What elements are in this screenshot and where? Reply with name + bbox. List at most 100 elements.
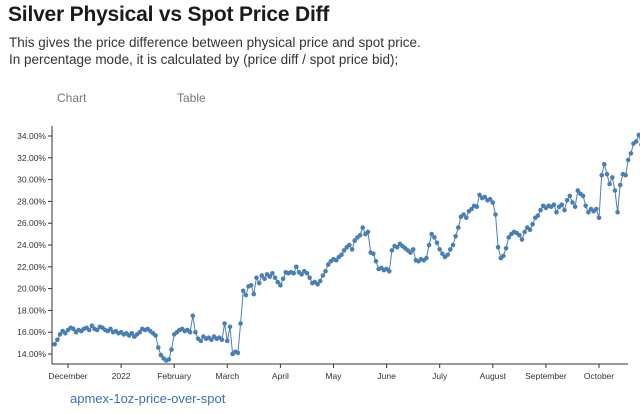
data-point[interactable] bbox=[424, 255, 429, 261]
series-legend-link[interactable]: apmex-1oz-price-over-spot bbox=[70, 391, 226, 406]
data-point[interactable] bbox=[580, 193, 586, 199]
data-point[interactable] bbox=[599, 172, 604, 178]
data-point[interactable] bbox=[193, 329, 198, 335]
data-point[interactable] bbox=[166, 357, 172, 362]
data-point[interactable] bbox=[527, 227, 533, 232]
data-point[interactable] bbox=[538, 207, 543, 213]
data-point[interactable] bbox=[636, 132, 640, 138]
data-point[interactable] bbox=[198, 338, 204, 344]
data-point[interactable] bbox=[596, 215, 602, 221]
data-point[interactable] bbox=[559, 202, 565, 207]
data-point[interactable] bbox=[490, 200, 496, 205]
data-point[interactable] bbox=[633, 139, 639, 144]
data-point[interactable] bbox=[628, 151, 634, 156]
data-point[interactable] bbox=[482, 194, 488, 200]
data-point[interactable] bbox=[280, 276, 286, 282]
data-point[interactable] bbox=[352, 238, 358, 243]
data-point[interactable] bbox=[89, 323, 95, 328]
data-point[interactable] bbox=[235, 350, 241, 356]
data-point[interactable] bbox=[129, 331, 134, 336]
data-point[interactable] bbox=[551, 202, 557, 207]
data-point[interactable] bbox=[495, 244, 501, 250]
data-point[interactable] bbox=[275, 279, 281, 285]
data-point[interactable] bbox=[437, 247, 443, 252]
data-point[interactable] bbox=[503, 246, 509, 251]
data-point[interactable] bbox=[432, 235, 437, 240]
data-point[interactable] bbox=[602, 162, 607, 167]
data-point[interactable] bbox=[469, 206, 474, 212]
data-point[interactable] bbox=[187, 329, 193, 335]
data-point[interactable] bbox=[349, 247, 355, 252]
data-point[interactable] bbox=[259, 273, 265, 278]
data-point[interactable] bbox=[254, 275, 259, 280]
data-point[interactable] bbox=[86, 327, 92, 333]
data-point[interactable] bbox=[440, 251, 445, 256]
data-point[interactable] bbox=[158, 352, 164, 358]
data-point[interactable] bbox=[617, 182, 623, 188]
data-point[interactable] bbox=[240, 288, 246, 294]
data-point[interactable] bbox=[71, 326, 76, 332]
data-point[interactable] bbox=[408, 250, 413, 255]
data-point[interactable] bbox=[365, 229, 371, 235]
data-point[interactable] bbox=[410, 247, 416, 252]
data-point[interactable] bbox=[137, 329, 142, 335]
data-point[interactable] bbox=[219, 337, 225, 343]
data-point[interactable] bbox=[487, 196, 493, 202]
data-point[interactable] bbox=[583, 203, 588, 209]
data-point[interactable] bbox=[429, 231, 435, 237]
data-point[interactable] bbox=[317, 278, 323, 284]
data-point[interactable] bbox=[387, 268, 392, 274]
data-point[interactable] bbox=[227, 324, 233, 330]
data-point[interactable] bbox=[394, 244, 400, 250]
data-point[interactable] bbox=[604, 171, 610, 177]
data-point[interactable] bbox=[63, 331, 68, 336]
data-point[interactable] bbox=[347, 242, 352, 248]
data-point[interactable] bbox=[357, 232, 363, 238]
data-point[interactable] bbox=[251, 291, 257, 297]
data-point[interactable] bbox=[501, 253, 506, 259]
data-point[interactable] bbox=[426, 242, 432, 248]
data-point[interactable] bbox=[477, 192, 482, 198]
data-point[interactable] bbox=[320, 273, 326, 278]
data-point[interactable] bbox=[315, 281, 320, 287]
data-point[interactable] bbox=[623, 172, 628, 178]
tab-table[interactable]: Table bbox=[177, 91, 206, 105]
data-point[interactable] bbox=[169, 347, 174, 352]
data-point[interactable] bbox=[434, 240, 440, 246]
data-point[interactable] bbox=[52, 341, 57, 347]
data-point[interactable] bbox=[572, 204, 578, 210]
data-point[interactable] bbox=[461, 212, 466, 217]
data-point[interactable] bbox=[586, 210, 591, 215]
data-point[interactable] bbox=[554, 210, 559, 215]
data-point[interactable] bbox=[341, 248, 347, 253]
data-point[interactable] bbox=[238, 321, 243, 326]
data-point[interactable] bbox=[373, 259, 379, 264]
data-point[interactable] bbox=[610, 175, 615, 180]
tab-chart[interactable]: Chart bbox=[57, 91, 87, 105]
data-point[interactable] bbox=[256, 280, 262, 286]
data-point[interactable] bbox=[108, 326, 113, 332]
data-point[interactable] bbox=[156, 345, 161, 350]
data-point[interactable] bbox=[493, 212, 498, 217]
data-point[interactable] bbox=[262, 276, 267, 282]
data-point[interactable] bbox=[57, 332, 63, 337]
data-point[interactable] bbox=[243, 292, 249, 298]
data-point[interactable] bbox=[299, 272, 304, 277]
data-point[interactable] bbox=[153, 333, 158, 338]
data-point[interactable] bbox=[94, 327, 100, 333]
data-point[interactable] bbox=[625, 157, 631, 163]
data-point[interactable] bbox=[506, 235, 512, 240]
data-point[interactable] bbox=[453, 234, 458, 239]
data-point[interactable] bbox=[612, 188, 618, 193]
data-point[interactable] bbox=[294, 264, 299, 270]
data-point[interactable] bbox=[278, 283, 283, 288]
data-point[interactable] bbox=[570, 200, 575, 205]
data-point[interactable] bbox=[567, 193, 573, 199]
data-point[interactable] bbox=[323, 268, 328, 274]
data-point[interactable] bbox=[371, 251, 376, 256]
data-point[interactable] bbox=[325, 262, 331, 267]
data-point[interactable] bbox=[55, 337, 60, 343]
data-point[interactable] bbox=[272, 275, 278, 280]
data-point[interactable] bbox=[190, 313, 196, 319]
data-point[interactable] bbox=[270, 271, 275, 276]
